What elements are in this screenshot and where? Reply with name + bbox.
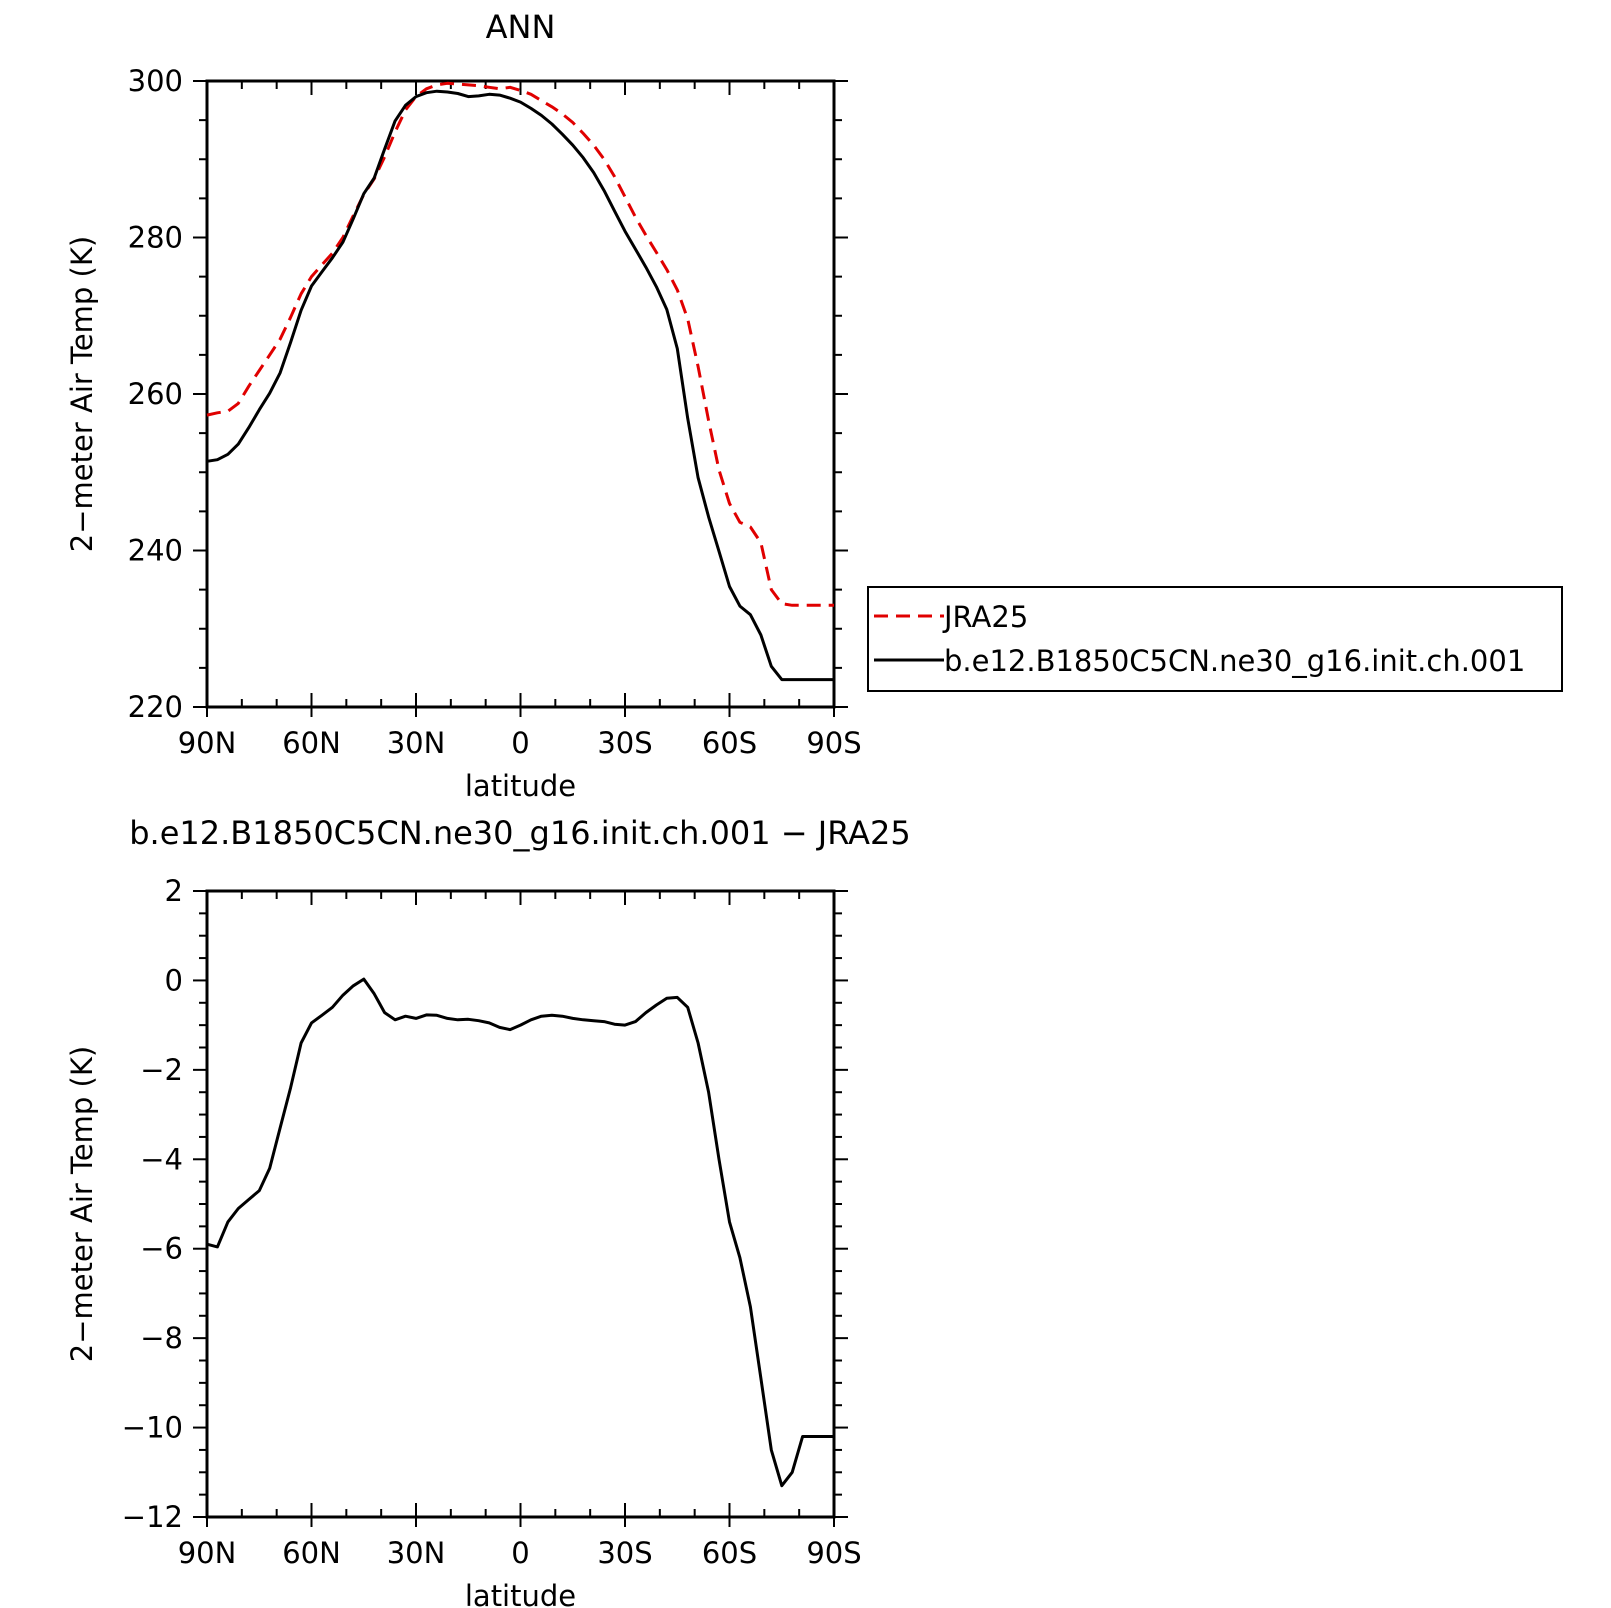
y-axis-label: 2−meter Air Temp (K) — [65, 1046, 99, 1362]
y-tick-label: 280 — [128, 221, 183, 255]
chart-title: b.e12.B1850C5CN.ne30_g16.init.ch.001 − J… — [129, 814, 911, 852]
x-tick-label: 0 — [511, 726, 529, 760]
x-tick-label: 90S — [806, 1536, 861, 1570]
series-line-1 — [206, 89, 834, 682]
series-line-0 — [206, 977, 834, 1488]
x-axis-label: latitude — [465, 769, 576, 803]
legend-label: b.e12.B1850C5CN.ne30_g16.init.ch.001 — [944, 644, 1525, 678]
x-tick-label: 30N — [387, 726, 446, 760]
y-tick-label: 2 — [165, 874, 183, 908]
x-tick-label: 0 — [511, 1536, 529, 1570]
y-tick-label: −4 — [140, 1142, 183, 1176]
x-tick-label: 90N — [178, 1536, 237, 1570]
x-tick-label: 60N — [282, 726, 341, 760]
y-tick-label: −10 — [122, 1411, 183, 1445]
y-tick-label: −6 — [140, 1232, 183, 1266]
top-panel: ANN 90N 60N 30N 0 30S 60S 90S 220 240 260 280 300 lat… — [65, 8, 862, 803]
legend-label: JRA25 — [942, 600, 1028, 634]
x-tick-label: 60S — [702, 1536, 757, 1570]
y-tick-label: 220 — [128, 690, 183, 724]
x-tick-label: 90N — [178, 726, 237, 760]
x-tick-label: 90S — [806, 726, 861, 760]
series-line-0 — [206, 81, 834, 607]
x-tick-label: 60N — [282, 1536, 341, 1570]
y-tick-label: 240 — [128, 534, 183, 568]
x-tick-label: 30N — [387, 1536, 446, 1570]
legend: JRA25 b.e12.B1850C5CN.ne30_g16.init.ch.00… — [867, 586, 1563, 692]
y-tick-label: 0 — [165, 963, 183, 997]
y-tick-label: 260 — [128, 377, 183, 411]
y-tick-label: −12 — [122, 1500, 183, 1534]
y-tick-label: −8 — [140, 1321, 183, 1355]
y-tick-label: 300 — [128, 64, 183, 98]
y-axis-label: 2−meter Air Temp (K) — [65, 236, 99, 552]
x-tick-label: 60S — [702, 726, 757, 760]
x-axis-label: latitude — [465, 1579, 576, 1608]
x-tick-label: 30S — [597, 1536, 652, 1570]
bottom-panel: b.e12.B1850C5CN.ne30_g16.init.ch.001 − J… — [65, 814, 911, 1608]
plot-frame — [205, 79, 836, 709]
legend-box — [867, 586, 1563, 692]
x-tick-label: 30S — [597, 726, 652, 760]
y-tick-label: −2 — [140, 1053, 183, 1087]
plot-frame — [205, 889, 836, 1519]
chart-title: ANN — [486, 8, 556, 46]
